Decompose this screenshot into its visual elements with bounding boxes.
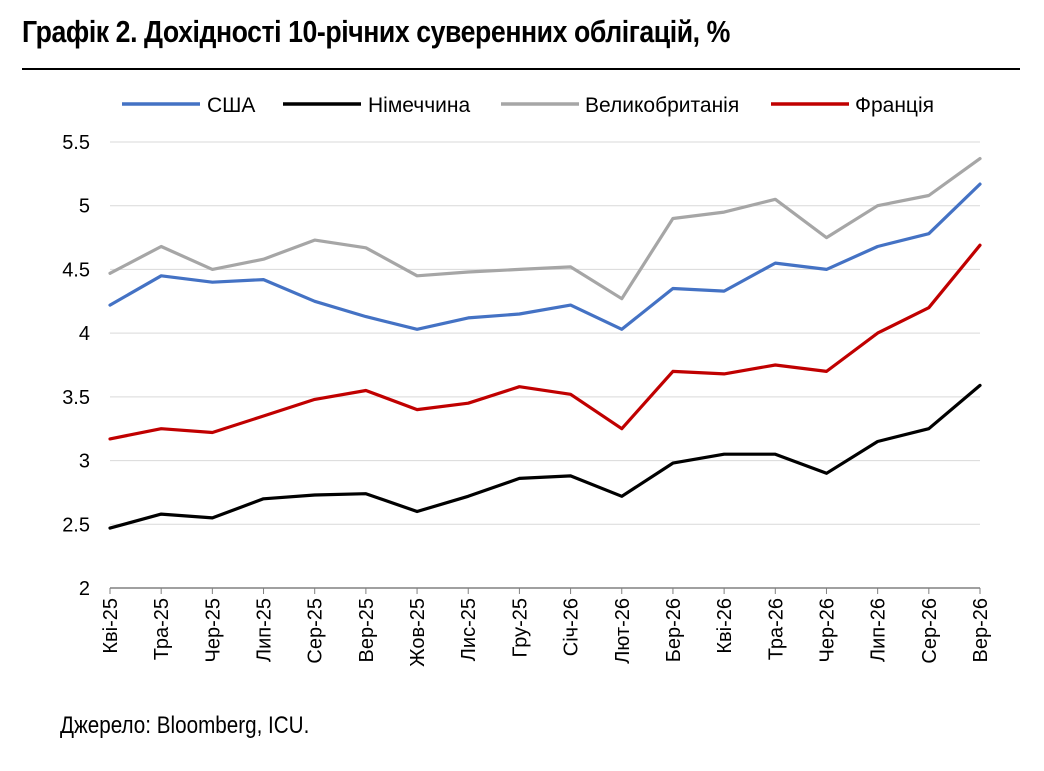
y-tick-label: 2 xyxy=(79,578,90,600)
x-tick-label: Чер-26 xyxy=(816,598,838,662)
y-tick-label: 5.5 xyxy=(62,132,90,154)
source-note: Джерело: Bloomberg, ICU. xyxy=(60,712,310,739)
x-tick-label: Тра-26 xyxy=(765,598,787,660)
y-tick-label: 5 xyxy=(79,196,90,218)
x-tick-label: Січ-26 xyxy=(561,598,583,656)
series-line-2 xyxy=(108,383,982,530)
y-axis: 2 2.5 3 3.5 4 4.5 5 5.5 xyxy=(62,132,90,600)
legend-label: Великобританія xyxy=(585,94,739,117)
x-tick-label: Кві-26 xyxy=(714,598,736,654)
legend-label: Франція xyxy=(855,94,934,117)
y-tick-label: 4.5 xyxy=(62,259,90,281)
y-tick-label: 4 xyxy=(79,323,90,345)
x-tick-label: Лип-25 xyxy=(254,598,276,662)
x-tick-label: Бер-26 xyxy=(663,598,685,662)
series-lines xyxy=(108,157,982,530)
x-tick-label: Сер-25 xyxy=(305,598,327,664)
series-line-1 xyxy=(108,182,982,331)
chart-title: Графік 2. Дохідності 10-річних суверенни… xyxy=(22,14,730,49)
x-tick-label: Лют-26 xyxy=(612,598,634,664)
x-tick-label: Кві-25 xyxy=(100,598,122,654)
legend-label: Німеччина xyxy=(368,94,470,117)
x-tick-label: Гру-25 xyxy=(509,598,531,658)
series-line-4 xyxy=(108,243,982,441)
x-tick-label: Лип-26 xyxy=(868,598,890,662)
title-divider xyxy=(22,68,1020,70)
x-axis: Кві-25 Тра-25 Чер-25 Лип-25 Сер-25 Вер-25 Жов-… xyxy=(100,587,992,667)
y-tick-label: 2.5 xyxy=(62,514,90,536)
x-tick-label: Тра-25 xyxy=(151,598,173,660)
y-tick-label: 3.5 xyxy=(62,387,90,409)
legend: США Німеччина Великобританія Франція xyxy=(122,94,934,117)
x-tick-label: Сер-26 xyxy=(919,598,941,664)
x-tick-label: Лис-25 xyxy=(458,598,480,661)
x-tick-label: Чер-25 xyxy=(202,598,224,662)
gridlines xyxy=(110,141,980,525)
y-tick-label: 3 xyxy=(79,451,90,473)
x-tick-label: Вер-25 xyxy=(356,598,378,663)
x-tick-label: Жов-25 xyxy=(407,598,429,667)
series-line-3 xyxy=(108,157,982,301)
legend-label: США xyxy=(207,94,255,117)
x-tick-label: Вер-26 xyxy=(970,598,992,663)
